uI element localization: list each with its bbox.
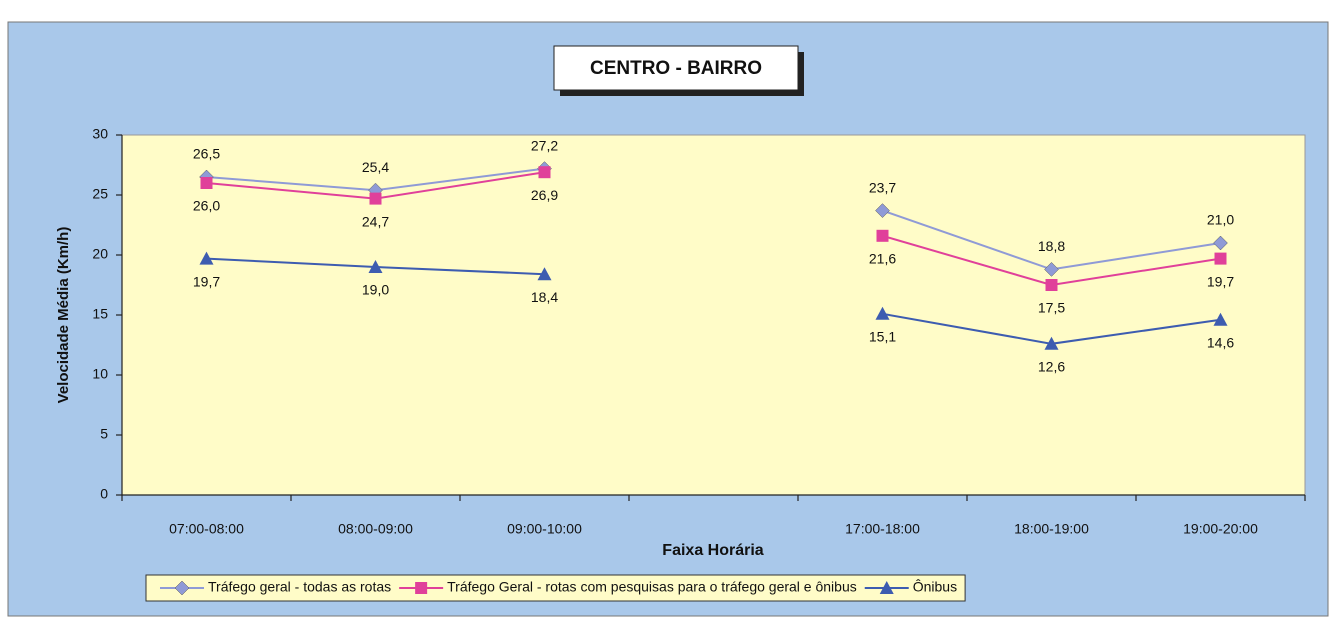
y-tick-label: 15 xyxy=(92,306,108,322)
data-label: 19,0 xyxy=(362,282,389,298)
data-label: 19,7 xyxy=(1207,273,1234,289)
data-label: 24,7 xyxy=(362,213,389,229)
x-tick-label: 08:00-09:00 xyxy=(338,521,413,537)
point xyxy=(369,192,382,205)
point xyxy=(1213,312,1228,326)
data-label: 21,0 xyxy=(1207,212,1234,228)
point xyxy=(876,229,889,242)
point xyxy=(200,177,213,189)
data-label: 25,4 xyxy=(362,159,389,175)
y-tick-label: 0 xyxy=(100,486,108,502)
point xyxy=(538,166,551,179)
point xyxy=(1213,235,1228,251)
point xyxy=(1044,336,1059,350)
data-label: 26,5 xyxy=(193,146,220,162)
data-label: 17,5 xyxy=(1038,300,1065,316)
plot-area xyxy=(121,134,1306,496)
data-label: 26,9 xyxy=(531,187,558,203)
data-label: 27,2 xyxy=(531,137,558,153)
data-label: 18,4 xyxy=(531,289,558,305)
data-label: 14,6 xyxy=(1207,335,1234,351)
legend-label: Tráfego Geral - rotas com pesquisas para… xyxy=(447,579,857,595)
data-label: 18,8 xyxy=(1038,238,1065,254)
point xyxy=(879,581,894,594)
x-tick-label: 09:00-10:00 xyxy=(507,521,582,537)
x-tick-label: 19:00-20:00 xyxy=(1183,521,1258,537)
point xyxy=(1214,252,1227,265)
data-label: 21,6 xyxy=(869,251,896,267)
data-label: 12,6 xyxy=(1038,359,1065,375)
data-label: 26,0 xyxy=(193,198,220,214)
y-tick-label: 25 xyxy=(92,186,108,202)
x-axis-label: Faixa Horária xyxy=(662,542,763,559)
data-label: 23,7 xyxy=(869,179,896,195)
data-label: 15,1 xyxy=(869,329,896,345)
y-tick-label: 10 xyxy=(92,366,108,382)
point xyxy=(537,267,552,281)
chart-title: CENTRO - BAIRRO xyxy=(590,58,762,79)
point xyxy=(199,251,214,265)
y-tick-label: 5 xyxy=(100,426,108,442)
y-tick-label: 30 xyxy=(92,126,108,142)
point xyxy=(875,203,890,218)
data-label: 19,7 xyxy=(193,273,220,289)
point xyxy=(174,580,190,596)
x-tick-label: 07:00-08:00 xyxy=(169,521,244,537)
title-box xyxy=(553,45,799,91)
x-tick-label: 18:00-19:00 xyxy=(1014,521,1089,537)
y-axis-label: Velocidade Média (Km/h) xyxy=(55,227,72,404)
point xyxy=(875,306,890,320)
legend-label: Ônibus xyxy=(913,579,957,595)
point xyxy=(368,260,383,273)
point xyxy=(1045,279,1058,291)
legend-label: Tráfego geral - todas as rotas xyxy=(208,579,391,595)
point xyxy=(1044,262,1059,277)
legend-box xyxy=(145,574,966,602)
point xyxy=(415,582,428,594)
y-tick-label: 20 xyxy=(92,246,108,262)
x-tick-label: 17:00-18:00 xyxy=(845,521,920,537)
